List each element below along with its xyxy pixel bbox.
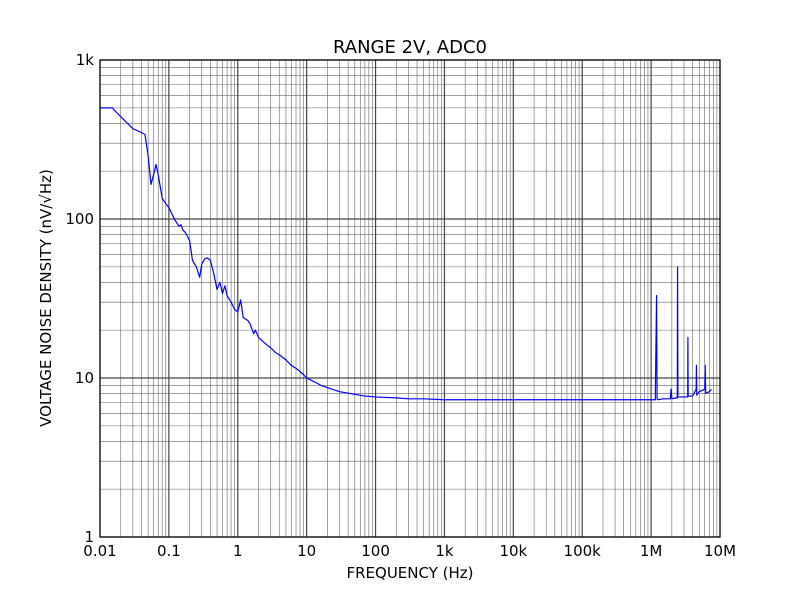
x-tick-label: 0.01 xyxy=(83,542,116,560)
x-tick-label: 1k xyxy=(435,542,454,560)
minor-grid xyxy=(100,60,720,537)
y-axis-label: VOLTAGE NOISE DENSITY (nV/√Hz) xyxy=(37,169,55,427)
chart-title: RANGE 2V, ADC0 xyxy=(333,37,487,58)
x-tick-label: 1 xyxy=(233,542,243,560)
x-tick-label: 0.1 xyxy=(157,542,181,560)
noise-density-line xyxy=(100,107,712,401)
x-tick-label: 1M xyxy=(640,542,663,560)
y-axis-ticks: 1 10 100 1k xyxy=(65,51,94,546)
y-tick-label: 10 xyxy=(75,369,94,387)
x-axis-ticks: 0.01 0.1 1 10 100 1k 10k 100k 1M 10M xyxy=(83,542,736,560)
plot-area xyxy=(100,107,712,401)
x-tick-label: 10 xyxy=(297,542,316,560)
x-axis-label: FREQUENCY (Hz) xyxy=(346,564,473,582)
x-tick-label: 10M xyxy=(704,542,736,560)
plot-frame xyxy=(99,59,721,538)
x-tick-label: 100k xyxy=(564,542,602,560)
y-tick-label: 1k xyxy=(76,51,95,69)
y-tick-label: 1 xyxy=(84,528,94,546)
x-tick-label: 10k xyxy=(499,542,527,560)
x-tick-label: 100 xyxy=(361,542,390,560)
y-tick-label: 100 xyxy=(65,210,94,228)
